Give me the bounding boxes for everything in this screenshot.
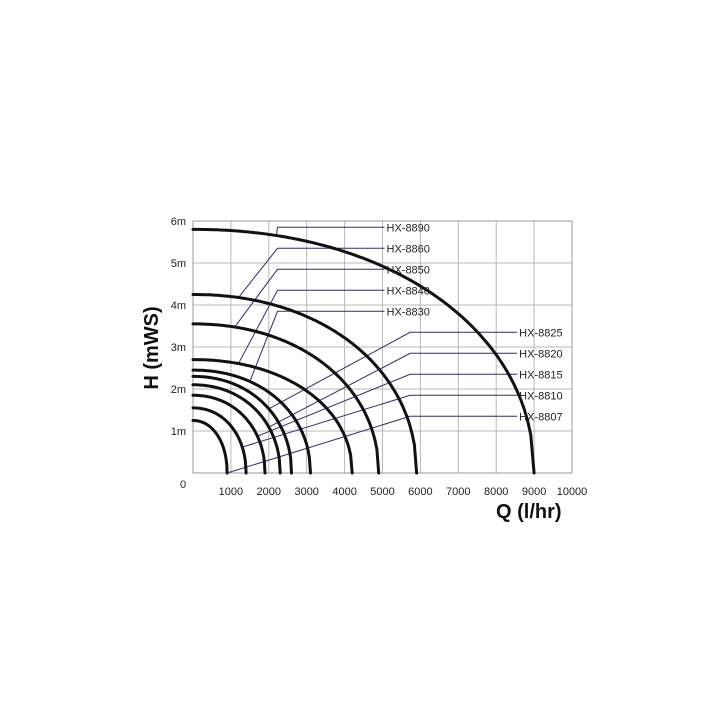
plot-frame <box>192 220 573 474</box>
y-axis-title: H (mWS) <box>141 306 163 389</box>
series-curve <box>191 419 229 475</box>
y-tick-label: 3m <box>171 342 186 354</box>
x-tick-label: 3000 <box>294 486 318 498</box>
axis-ticks: 0 1000 2000 3000 4000 5000 6000 7000 8000 9000 100… <box>171 216 588 498</box>
series-curve <box>191 293 419 475</box>
series-curve <box>191 393 267 475</box>
series-curve <box>191 227 536 475</box>
grid <box>192 220 573 474</box>
y-tick-label: 6m <box>171 216 186 228</box>
legend-leader-line <box>257 373 518 437</box>
legend-leader-line <box>238 289 385 364</box>
legend-leader-line <box>242 394 518 448</box>
series-curve <box>191 322 381 475</box>
legend-leader-line <box>249 310 385 382</box>
y-tick-label: 4m <box>171 300 186 312</box>
x-tick-label: 10000 <box>557 486 588 498</box>
x-tick-label: 5000 <box>370 486 394 498</box>
x-tick-label: 8000 <box>484 486 508 498</box>
series-curve <box>191 383 282 475</box>
series-curve <box>191 374 293 475</box>
legend-leader-line <box>234 268 385 328</box>
y-tick-label: 1m <box>171 426 186 438</box>
legend-label: HX-8820 <box>519 348 562 360</box>
series-curve <box>191 358 354 475</box>
series-curve <box>191 368 312 475</box>
y-tick-label: 2m <box>171 384 186 396</box>
legend-label: HX-8807 <box>519 411 562 423</box>
legend-leader-line <box>268 331 518 410</box>
legend-label: HX-8815 <box>519 369 562 381</box>
legend-leader-line <box>226 415 518 474</box>
legend-leaders <box>226 226 518 474</box>
x-tick-label: 2000 <box>257 486 281 498</box>
x-tick-label: 9000 <box>522 486 546 498</box>
x-tick-label: 4000 <box>332 486 356 498</box>
series-curve <box>191 406 248 475</box>
legend-labels: HX-8890 HX-8860 HX-8850 HX-8840 HX-8830 HX-88… <box>387 222 563 423</box>
legend-label: HX-8850 <box>387 264 430 276</box>
legend-label: HX-8890 <box>387 222 430 234</box>
series-curves <box>191 227 536 475</box>
x-tick-label: 1000 <box>219 486 243 498</box>
x-tick-label: 7000 <box>446 486 470 498</box>
x-axis-title: Q (l/hr) <box>496 501 562 523</box>
legend-label: HX-8860 <box>387 243 430 255</box>
legend-leader-line <box>238 247 385 298</box>
legend-label: HX-8830 <box>387 306 430 318</box>
legend-leader-line <box>268 352 518 428</box>
y-tick-label: 5m <box>171 258 186 270</box>
legend-label: HX-8825 <box>519 327 562 339</box>
x-tick-label: 0 <box>180 479 186 491</box>
legend-label: HX-8810 <box>519 390 562 402</box>
legend-leader-line <box>275 226 385 236</box>
x-tick-label: 6000 <box>408 486 432 498</box>
legend-label: HX-8840 <box>387 285 430 297</box>
